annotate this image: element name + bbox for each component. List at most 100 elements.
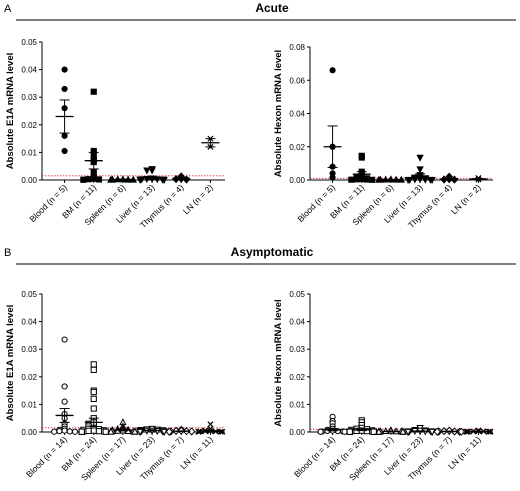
- data-point: [317, 428, 324, 435]
- chart-acute-e1a: 0.00 0.01 0.02 0.03 0.04 0.05 Absolute E1A mRN…: [5, 38, 225, 230]
- y-tick-label: 0.02: [289, 373, 305, 382]
- y-tick-label: 0.08: [289, 43, 305, 52]
- chart-acute-hexon: 0.00 0.02 0.04 0.06 0.08 Absolute Hexon mRNA …: [273, 43, 493, 230]
- data-point: [90, 395, 97, 402]
- data-point: [358, 175, 365, 183]
- y-axis-label: Absolute E1A mRNA level: [5, 305, 16, 422]
- data-point: [160, 176, 168, 184]
- chart-asymptomatic-hexon: 0.00 0.01 0.02 0.03 0.04 0.05 Absolute Hexon m…: [273, 290, 494, 483]
- data-point: [217, 428, 224, 435]
- section-a-letter: A: [4, 3, 12, 15]
- data-point: [196, 428, 204, 435]
- data-point: [90, 405, 97, 412]
- data-point: [61, 427, 68, 434]
- y-tick-label: 0.04: [21, 66, 37, 75]
- y-axis-label: Absolute Hexon mRNA level: [273, 50, 284, 177]
- y-tick-label: 0.05: [21, 290, 37, 299]
- data-point: [457, 427, 466, 436]
- y-tick-label: 0.02: [289, 143, 305, 152]
- data-point: [78, 428, 85, 435]
- data-point: [416, 166, 424, 174]
- y-tick-label: 0.03: [21, 93, 37, 102]
- section-b-letter: B: [4, 247, 11, 259]
- y-axis-label: Absolute E1A mRNA level: [5, 53, 16, 170]
- data-point: [90, 366, 97, 373]
- data-point: [445, 426, 454, 435]
- y-tick-label: 0.03: [289, 345, 305, 354]
- data-point: [207, 421, 214, 428]
- y-tick-label: 0.05: [289, 290, 305, 299]
- data-point: [136, 428, 144, 436]
- data-point: [61, 147, 68, 155]
- data-point: [411, 176, 419, 184]
- data-point: [329, 174, 336, 181]
- data-point: [90, 175, 97, 182]
- data-point: [61, 383, 68, 390]
- y-tick-label: 0.00: [21, 428, 37, 437]
- category-label: Blood (n = 14): [24, 434, 69, 479]
- y-tick-label: 0.01: [289, 400, 305, 409]
- data-point: [107, 427, 115, 435]
- data-point: [102, 428, 109, 435]
- data-point: [61, 132, 68, 139]
- data-point: [404, 428, 412, 436]
- category-label: LN (n = 2): [449, 182, 483, 216]
- data-point: [487, 428, 494, 435]
- data-point: [353, 176, 360, 183]
- data-point: [143, 167, 151, 175]
- data-point: [329, 67, 336, 74]
- y-tick-label: 0.02: [21, 373, 37, 382]
- data-point: [464, 428, 472, 435]
- data-point: [404, 176, 412, 185]
- data-point: [421, 176, 429, 184]
- data-point: [61, 85, 68, 93]
- data-point: [187, 427, 196, 436]
- category-label: LN (n = 2): [181, 182, 215, 216]
- data-point: [95, 428, 103, 435]
- y-tick-label: 0.01: [21, 148, 37, 157]
- data-point: [95, 176, 103, 183]
- data-point: [358, 154, 365, 161]
- data-point: [363, 176, 371, 183]
- data-point: [56, 428, 63, 435]
- data-point: [51, 428, 58, 435]
- data-point: [485, 428, 492, 435]
- data-point: [375, 427, 383, 435]
- section-a-title: Acute: [255, 1, 289, 15]
- data-point: [136, 176, 144, 184]
- data-point: [61, 398, 68, 405]
- data-point: [71, 428, 79, 435]
- y-tick-label: 0.01: [21, 400, 37, 409]
- data-point: [463, 428, 470, 435]
- y-tick-label: 0.03: [21, 345, 37, 354]
- y-tick-label: 0.05: [21, 38, 37, 47]
- chart-asymptomatic-e1a: 0.00 0.01 0.02 0.03 0.04 0.05 Absolute E1A mRN…: [5, 290, 226, 483]
- data-point: [90, 88, 97, 95]
- data-point: [369, 176, 376, 183]
- data-point: [348, 176, 355, 183]
- y-tick-label: 0.06: [289, 76, 305, 85]
- data-point: [165, 427, 174, 436]
- data-point: [346, 428, 353, 435]
- y-axis-label: Absolute Hexon mRNA level: [273, 299, 284, 426]
- data-point: [433, 427, 442, 436]
- y-tick-label: 0.02: [21, 121, 37, 130]
- data-point: [90, 388, 97, 396]
- data-point: [428, 176, 436, 185]
- section-b-title: Asymptomatic: [231, 245, 314, 259]
- data-point: [90, 427, 97, 434]
- data-point: [428, 428, 436, 436]
- category-label: Blood (n = 14): [292, 434, 337, 479]
- data-point: [160, 428, 168, 436]
- data-point: [85, 176, 92, 183]
- data-point: [195, 428, 202, 435]
- data-point: [219, 428, 226, 435]
- data-point: [399, 427, 407, 435]
- data-point: [148, 167, 156, 175]
- y-tick-label: 0.00: [289, 428, 305, 437]
- data-point: [90, 361, 97, 368]
- data-point: [107, 175, 115, 183]
- data-point: [375, 175, 383, 183]
- y-tick-label: 0.00: [21, 176, 37, 185]
